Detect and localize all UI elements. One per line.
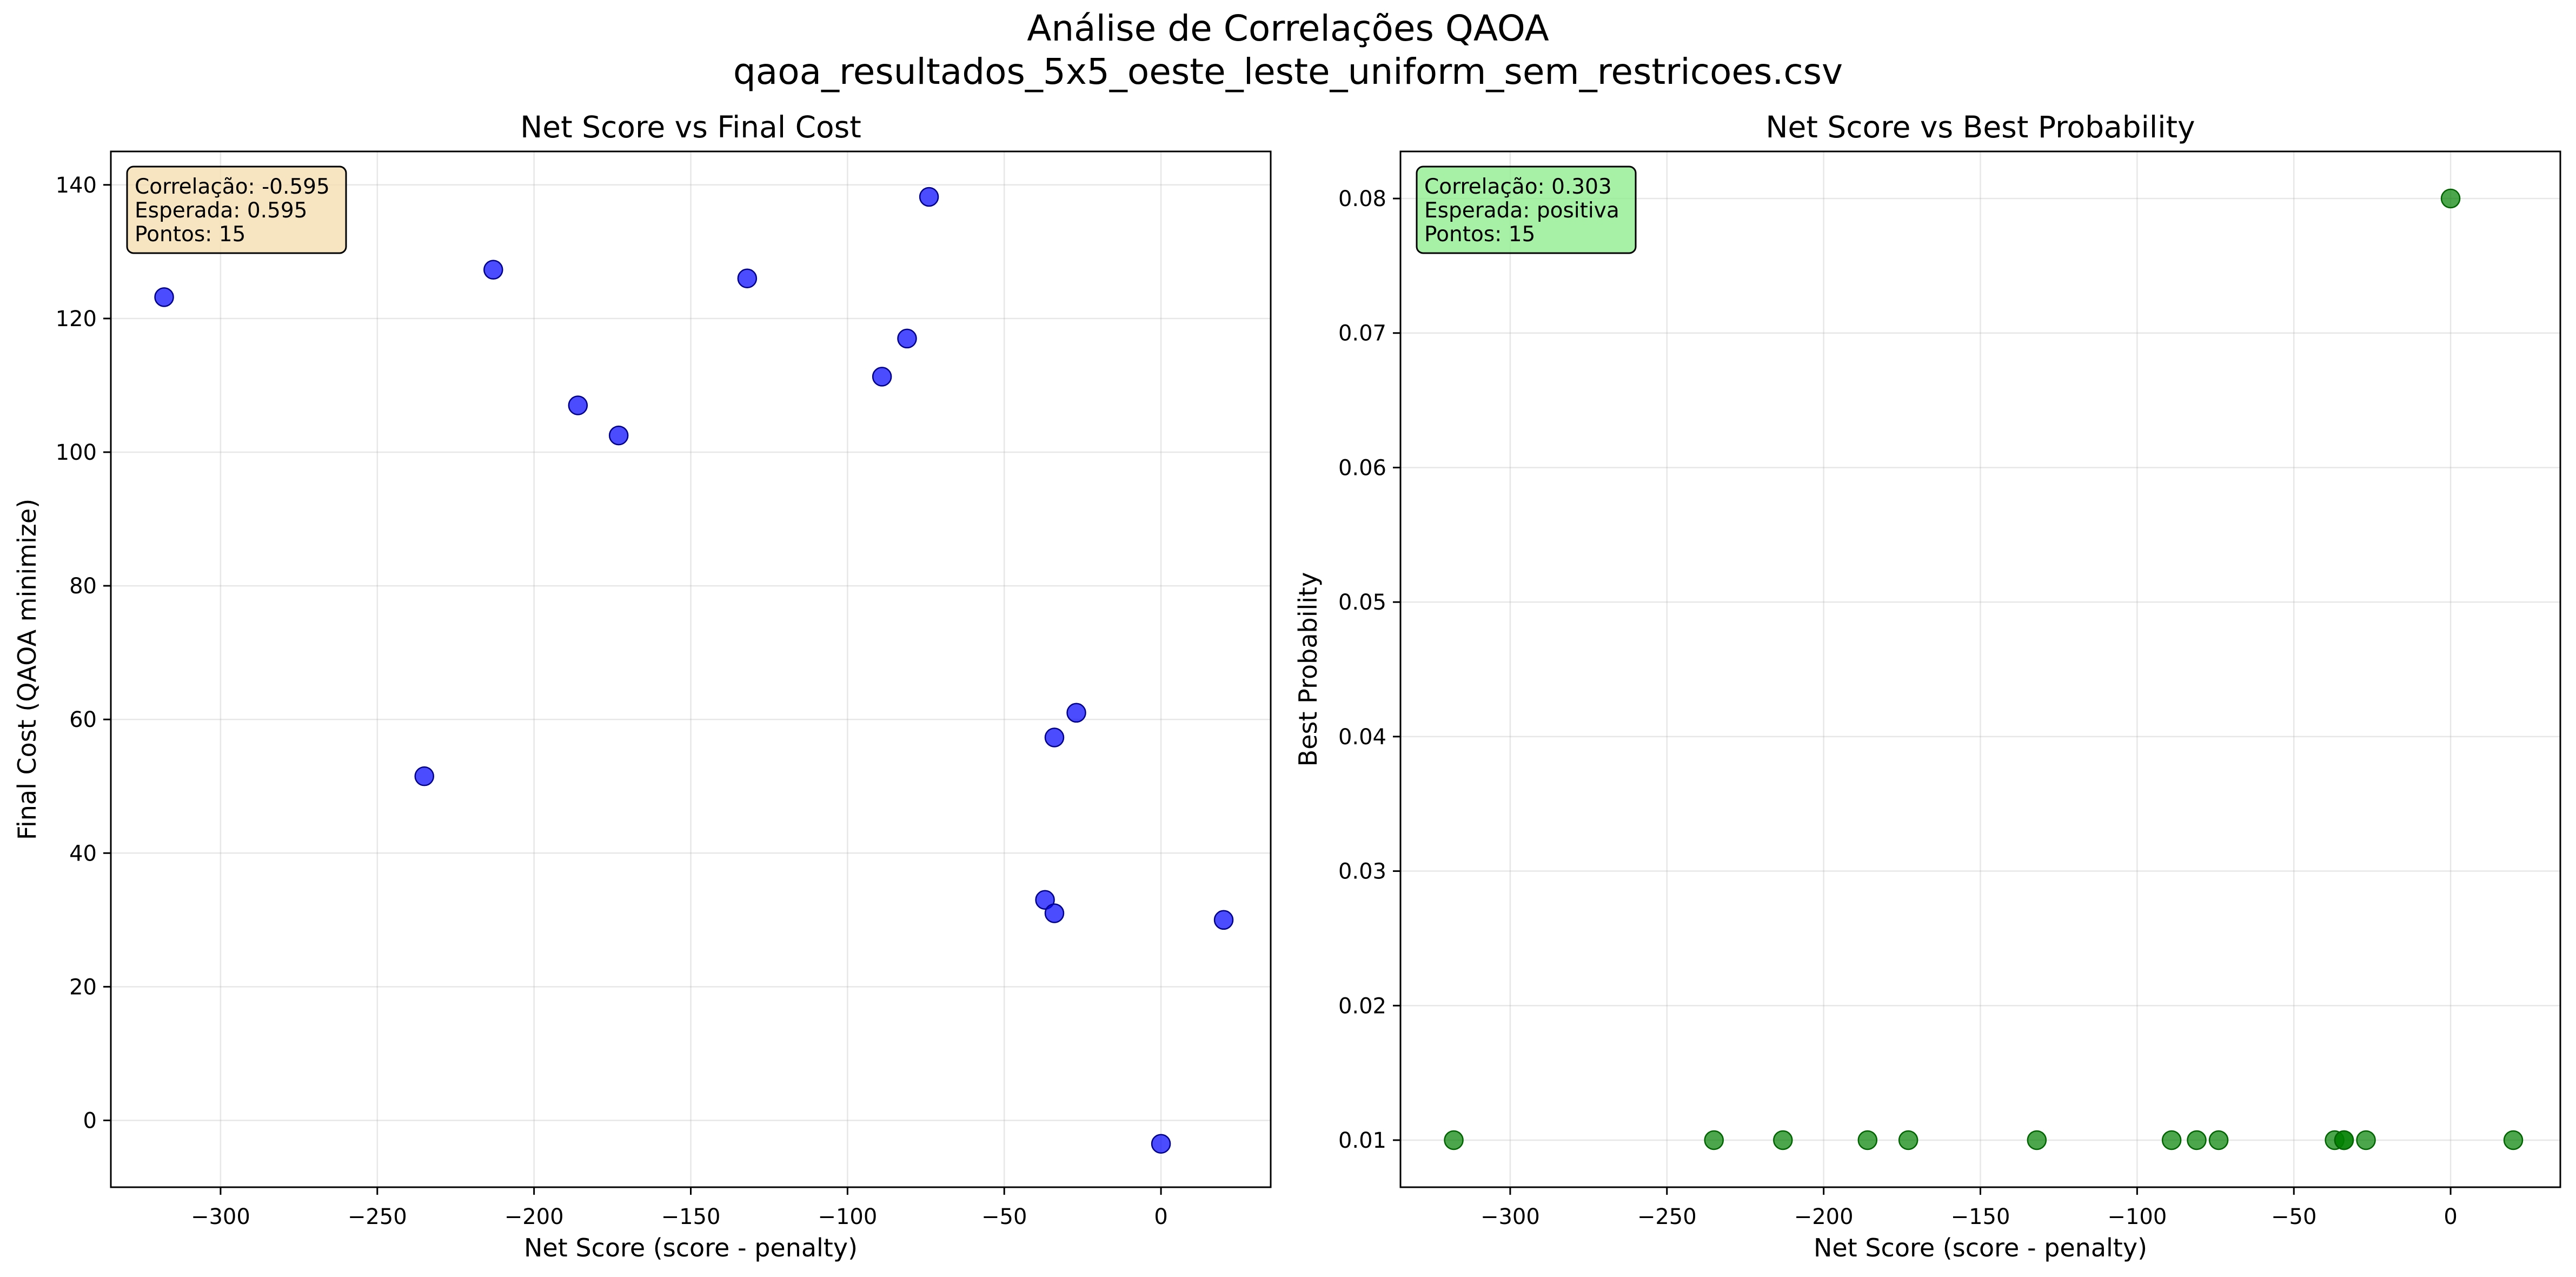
chart-0-xlabel: Net Score (score - penalty) xyxy=(524,1233,858,1262)
chart-0-ylabel: Final Cost (QAOA minimize) xyxy=(12,499,42,840)
chart-0-ytick-label-5: 100 xyxy=(56,440,97,465)
chart-0-point-12 xyxy=(1066,703,1086,723)
chart-1-point-4 xyxy=(1898,1130,1918,1150)
figure-title-line1: Análise de Correlações QAOA xyxy=(1027,8,1549,49)
chart-1-point-2 xyxy=(1773,1130,1793,1150)
chart-1-ytick-label-1: 0.02 xyxy=(1338,994,1386,1018)
chart-0-frame xyxy=(110,150,1272,1188)
chart-0-xtick-label-2: −200 xyxy=(504,1205,564,1229)
chart-1-plot-area xyxy=(1400,151,2560,1187)
chart-0-ytick-label-0: 0 xyxy=(83,1108,97,1133)
chart-0-annotation-line-0: Correlação: -0.595 xyxy=(135,175,330,199)
chart-final-cost: −300 −250 −200 −150 −100 −50 0 0 20 40 60 80 100 120 1… xyxy=(12,110,1272,1262)
chart-1-annotation-box xyxy=(1416,166,1637,254)
chart-0-point-9 xyxy=(1035,890,1055,910)
chart-1-point-11 xyxy=(2334,1130,2354,1150)
chart-0-point-6 xyxy=(872,367,892,387)
chart-0-ytick-label-2: 40 xyxy=(69,841,97,866)
chart-0-ytick-label-4: 80 xyxy=(69,574,97,599)
chart-1-point-5 xyxy=(2027,1130,2047,1150)
chart-best-probability: −300 −250 −200 −150 −100 −50 0 0.01 0.02 0.03 0.04… xyxy=(1293,110,2561,1262)
chart-1-xtick-label-4: −100 xyxy=(2107,1205,2167,1229)
chart-1-ytick-label-6: 0.07 xyxy=(1338,321,1386,346)
chart-1-point-14 xyxy=(2503,1130,2524,1150)
chart-1-point-8 xyxy=(2208,1130,2229,1150)
chart-1-ylabel: Best Probability xyxy=(1293,572,1323,767)
chart-0-xtick-label-1: −250 xyxy=(348,1205,407,1229)
chart-1-xtick-label-3: −150 xyxy=(1951,1205,2010,1229)
chart-0-plot-area xyxy=(111,151,1271,1187)
chart-0-point-13 xyxy=(1151,1134,1171,1154)
chart-0-ytick-label-3: 60 xyxy=(69,707,97,732)
chart-1-xtick-label-5: −50 xyxy=(2271,1205,2316,1229)
chart-1-xtick-label-2: −200 xyxy=(1794,1205,1854,1229)
chart-1-point-1 xyxy=(1704,1130,1724,1150)
chart-1-xlabel: Net Score (score - penalty) xyxy=(1814,1233,2147,1262)
chart-1-point-6 xyxy=(2161,1130,2182,1150)
chart-1-annotation-line-2: Pontos: 15 xyxy=(1424,222,1535,247)
chart-1-point-12 xyxy=(2356,1130,2376,1150)
chart-0-point-5 xyxy=(737,268,758,288)
chart-1-title: Net Score vs Best Probability xyxy=(1765,110,2195,144)
chart-1-ytick-label-2: 0.03 xyxy=(1338,859,1386,884)
chart-1-ytick-label-3: 0.04 xyxy=(1338,725,1386,750)
chart-0-ytick-label-6: 120 xyxy=(56,307,97,332)
chart-1-xtick-label-0: −300 xyxy=(1480,1205,1540,1229)
chart-0-annotation-box xyxy=(126,166,347,254)
chart-0-xtick-label-3: −150 xyxy=(661,1205,721,1229)
chart-0-point-2 xyxy=(568,395,588,415)
figure-title-line2: qaoa_resultados_5x5_oeste_leste_uniform_… xyxy=(733,51,1843,92)
chart-1-ytick-label-4: 0.05 xyxy=(1338,590,1386,615)
chart-1-point-3 xyxy=(1857,1130,1878,1150)
chart-1-point-13 xyxy=(2440,188,2461,209)
chart-1-annotation-line-0: Correlação: 0.303 xyxy=(1424,175,1612,199)
chart-0-point-11 xyxy=(1044,903,1065,923)
chart-1-annotation-line-1: Esperada: positiva xyxy=(1424,199,1619,223)
chart-0-point-4 xyxy=(414,766,434,786)
chart-1-point-7 xyxy=(2187,1130,2207,1150)
chart-0-point-14 xyxy=(1213,910,1234,930)
chart-0-ytick-label-1: 20 xyxy=(69,975,97,1000)
chart-0-point-8 xyxy=(919,187,939,207)
chart-1-point-0 xyxy=(1444,1130,1464,1150)
chart-0-ytick-label-7: 140 xyxy=(56,173,97,198)
chart-0-title: Net Score vs Final Cost xyxy=(520,110,861,144)
chart-1-xtick-label-1: −250 xyxy=(1637,1205,1697,1229)
chart-0-point-7 xyxy=(897,328,917,349)
chart-1-ytick-label-5: 0.06 xyxy=(1338,455,1386,480)
chart-0-annotation-line-2: Pontos: 15 xyxy=(135,222,245,247)
chart-0-point-1 xyxy=(483,260,503,280)
chart-0-xtick-label-5: −50 xyxy=(981,1205,1027,1229)
chart-1-ytick-label-0: 0.01 xyxy=(1338,1128,1386,1153)
chart-0-xtick-label-0: −300 xyxy=(191,1205,250,1229)
chart-0-xtick-label-6: 0 xyxy=(1154,1205,1167,1229)
chart-0-annotation-line-1: Esperada: 0.595 xyxy=(135,199,307,223)
chart-1-ytick-label-7: 0.08 xyxy=(1338,187,1386,211)
chart-0-point-10 xyxy=(1044,727,1065,747)
chart-0-point-3 xyxy=(608,425,629,446)
chart-1-frame xyxy=(1399,150,2561,1188)
chart-0-xtick-label-4: −100 xyxy=(818,1205,877,1229)
chart-1-xtick-label-6: 0 xyxy=(2444,1205,2457,1229)
chart-0-point-0 xyxy=(154,287,174,307)
